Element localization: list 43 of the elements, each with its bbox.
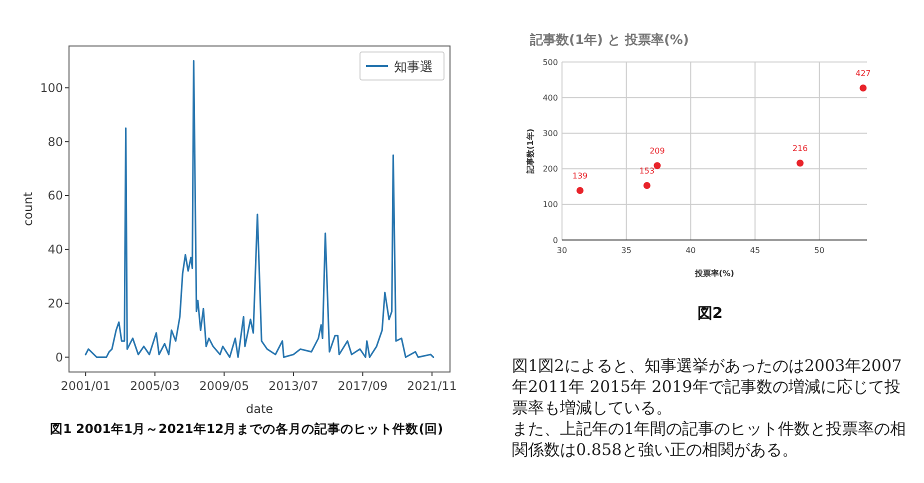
x-tick-label: 35 bbox=[621, 246, 632, 255]
data-label: 139 bbox=[572, 172, 588, 181]
caption: 図2 bbox=[697, 304, 723, 322]
y-tick-label: 80 bbox=[48, 134, 63, 149]
y-tick-label: 200 bbox=[542, 164, 558, 174]
y-tick-label: 100 bbox=[542, 200, 558, 210]
x-tick-label: 2017/09 bbox=[338, 379, 388, 393]
point bbox=[576, 187, 584, 194]
x-axis-title: 投票率(%) bbox=[694, 268, 734, 278]
y-tick-label: 0 bbox=[55, 350, 63, 364]
x-tick-label: 40 bbox=[686, 246, 696, 255]
point bbox=[796, 160, 804, 167]
y-tick-label: 60 bbox=[48, 188, 63, 203]
x-axis-title: date bbox=[246, 402, 274, 416]
y-tick-label: 0 bbox=[552, 236, 558, 245]
point bbox=[643, 182, 650, 190]
y-tick-label: 500 bbox=[542, 58, 558, 67]
y-tick-label: 100 bbox=[40, 80, 63, 95]
y-axis-title: count bbox=[21, 192, 35, 226]
data-label: 153 bbox=[639, 166, 655, 176]
y-axis-title: 記事数(1年) bbox=[526, 128, 535, 174]
caption: 図1 2001年1月～2021年12月までの各月の記事のヒット件数(回) bbox=[50, 421, 444, 436]
point bbox=[654, 162, 661, 170]
y-tick-label: 400 bbox=[542, 93, 558, 102]
y-tick-label: 20 bbox=[48, 296, 63, 310]
x-tick-label: 2001/01 bbox=[60, 379, 111, 393]
x-tick-label: 45 bbox=[750, 246, 760, 255]
chart-title: 記事数(1年) と 投票率(%) bbox=[529, 32, 689, 48]
line-series bbox=[84, 60, 434, 358]
x-tick-label: 2021/11 bbox=[407, 379, 457, 393]
x-tick-label: 50 bbox=[814, 246, 824, 255]
legend-label: 知事選 bbox=[394, 60, 433, 75]
y-tick-label: 300 bbox=[542, 129, 558, 138]
x-tick-label: 2013/07 bbox=[268, 379, 318, 393]
data-label: 427 bbox=[856, 68, 871, 78]
x-tick-label: 2005/03 bbox=[130, 379, 180, 393]
x-tick-label: 30 bbox=[556, 246, 568, 255]
text: また、上記年の1年間の記事のヒット件数と投票率の相関係数は0.858と強い正の相関がある。 bbox=[512, 418, 907, 460]
caption: 図1図2によると、知事選挙があったのは2003年2007 年2011年 2015年 2019年で記事数の増減に応じて投票率も増減している。 bbox=[512, 355, 903, 418]
data-label: 209 bbox=[650, 146, 665, 156]
x-tick-label: 2009/05 bbox=[199, 379, 250, 393]
point bbox=[860, 84, 867, 92]
data-label: 216 bbox=[792, 144, 808, 154]
